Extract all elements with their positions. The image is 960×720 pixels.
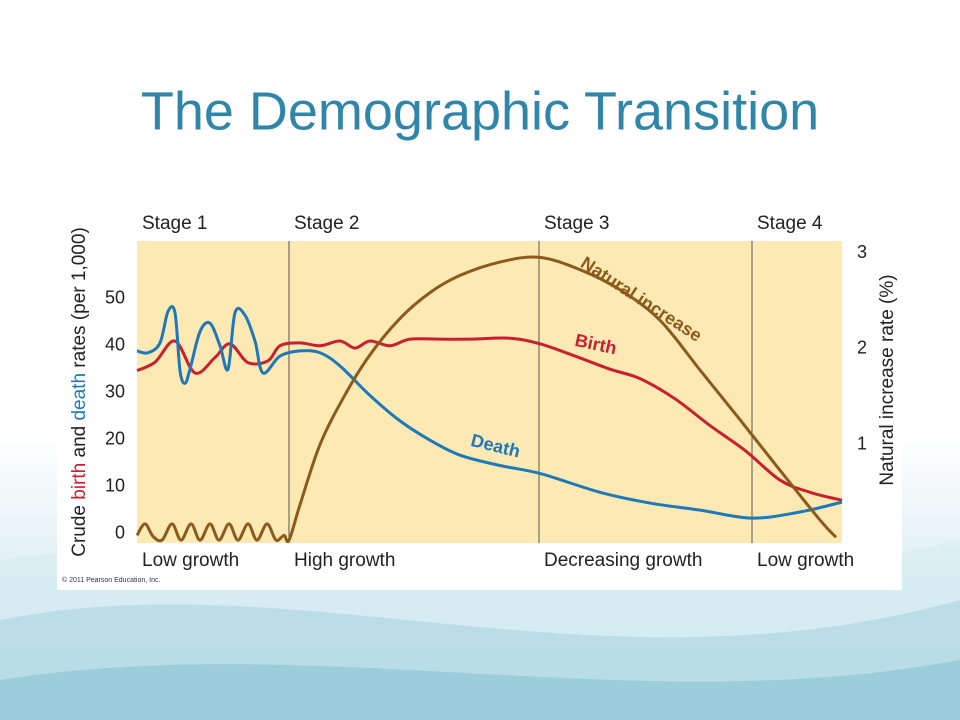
stage-label: Stage 2 [294,213,360,234]
y-axis-label-part: and [69,421,90,463]
stage-label: Stage 4 [757,213,823,234]
y-axis-label: Crude birth and death rates (per 1,000) [69,227,90,557]
stage-phase: Low growth [757,550,854,571]
y-axis-label-part: death [69,373,90,421]
y-axis-label-part: Crude [69,500,90,557]
stage-label: Stage 3 [544,213,610,234]
y2-tick-label: 3 [857,242,867,262]
plot-area [137,241,842,543]
y-tick-label: 30 [105,381,125,401]
stage-label: Stage 1 [142,213,208,234]
y2-axis-label: Natural increase rate (%) [877,274,898,485]
chart: Stage 1 Low growth Stage 2 High growth Stage… [62,213,898,584]
y2-tick-label: 1 [857,433,867,453]
stage-phase: Low growth [142,550,239,571]
series-line [136,305,843,520]
y-axis-label-part: rates (per 1,000) [69,227,90,373]
series-line [135,255,838,544]
y2-tick-label: 2 [857,338,867,358]
series-line [136,336,843,502]
stage-phase: High growth [294,550,395,571]
y-axis-label-part: birth [69,463,90,500]
y-tick-label: 50 [105,288,125,308]
y-tick-label: 0 [115,522,125,542]
copyright: © 2011 Pearson Education, Inc. [62,576,160,584]
y-tick-label: 40 [105,334,125,354]
slide-title: The Demographic Transition [141,81,819,141]
stage-phase: Decreasing growth [544,550,702,571]
y-tick-label: 10 [105,475,125,495]
y-tick-label: 20 [105,428,125,448]
wave [0,660,960,720]
